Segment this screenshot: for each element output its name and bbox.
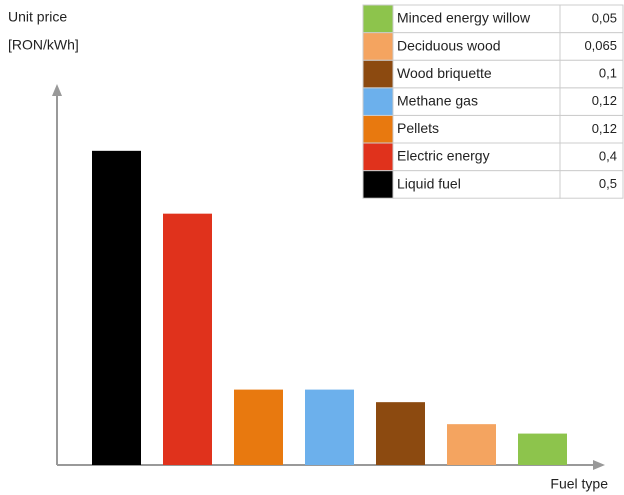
legend-swatch (362, 142, 394, 172)
table-cell (392, 142, 561, 172)
table-cell (559, 142, 624, 172)
value-label: 0,05 (592, 10, 617, 25)
legend-swatch (362, 87, 394, 116)
legend-label: Minced energy willow (397, 10, 531, 26)
y-axis-arrow (52, 84, 62, 96)
legend-label: Wood briquette (397, 65, 492, 81)
legend-label: Electric energy (397, 148, 490, 164)
y-axis-label: [RON/kWh] (8, 37, 79, 53)
table-cell (392, 87, 561, 116)
bars (92, 150, 567, 466)
table-cell (392, 4, 561, 34)
bar (447, 424, 496, 465)
table-cell (559, 114, 624, 144)
legend-swatch (362, 32, 394, 61)
legend-swatch (362, 4, 394, 34)
bar (376, 402, 425, 465)
legend-table: Liquid fuel 0,5 Electric energy 0,4 Pellets 0… (362, 4, 624, 199)
table-cell (559, 170, 624, 199)
bar (305, 389, 354, 465)
legend-label: Pellets (397, 120, 439, 136)
table-cell (559, 87, 624, 116)
x-axis-label: Fuel type (550, 476, 608, 492)
legend-label: Liquid fuel (397, 175, 461, 191)
table-cell (392, 170, 561, 199)
table-cell (392, 59, 561, 89)
x-axis-arrow (593, 460, 605, 470)
value-label: 0,12 (592, 93, 617, 108)
value-label: 0,12 (592, 121, 617, 136)
legend-swatch (362, 114, 394, 144)
legend-label: Deciduous wood (397, 37, 501, 53)
legend-label: Methane gas (397, 93, 478, 109)
legend-swatch (362, 59, 394, 89)
bar (92, 150, 141, 466)
legend-swatch (362, 170, 394, 199)
value-label: 0,065 (584, 38, 617, 53)
y-axis-label: Unit price (8, 9, 67, 25)
value-label: 0,5 (599, 176, 617, 191)
table-cell (559, 59, 624, 89)
bar (518, 433, 567, 465)
value-label: 0,1 (599, 66, 617, 81)
table-cell (559, 4, 624, 34)
table-cell (392, 114, 561, 144)
value-label: 0,4 (599, 148, 617, 163)
bar (163, 213, 212, 465)
bar (234, 389, 283, 465)
